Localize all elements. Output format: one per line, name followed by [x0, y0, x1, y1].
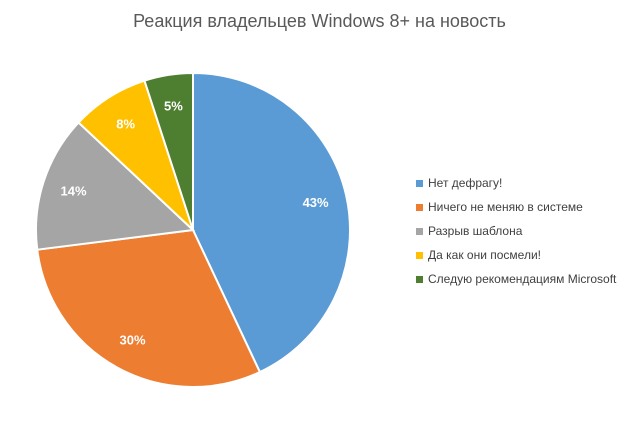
data-label: 5% — [164, 98, 183, 113]
legend-item: Ничего не меняю в системе — [416, 195, 616, 219]
chart-title: Реакция владельцев Windows 8+ на новость — [133, 11, 506, 31]
legend-item: Разрыв шаблона — [416, 219, 616, 243]
pie-slice — [35, 121, 196, 251]
data-label: 14% — [60, 184, 86, 199]
data-label: 8% — [116, 117, 135, 132]
legend-label: Следую рекомендациям Microsoft — [428, 272, 617, 286]
legend-label: Да как они посмели! — [428, 248, 541, 262]
pie-slice — [143, 71, 194, 231]
data-label: 43% — [303, 195, 329, 210]
legend-swatch — [416, 179, 423, 187]
legend-swatch — [416, 275, 423, 283]
legend-swatch — [416, 227, 423, 235]
legend-label: Ничего не меняю в системе — [428, 200, 583, 214]
legend-swatch — [416, 203, 423, 211]
legend-swatch — [416, 251, 423, 259]
legend-item: Нет дефрагу! — [416, 171, 616, 195]
data-label: 30% — [119, 333, 145, 348]
legend-item: Да как они посмели! — [416, 243, 616, 267]
pie-data-labels: 43% 30% 14% 8% 5% — [60, 98, 329, 347]
legend: Нет дефрагу! Ничего не меняю в системе Р… — [416, 171, 616, 291]
pie-slices — [35, 71, 351, 388]
legend-item: Следую рекомендациям Microsoft — [416, 267, 616, 291]
legend-label: Нет дефрагу! — [428, 176, 503, 190]
pie-slice — [36, 228, 262, 388]
legend-label: Разрыв шаблона — [428, 224, 523, 238]
pie-slice — [192, 71, 351, 374]
